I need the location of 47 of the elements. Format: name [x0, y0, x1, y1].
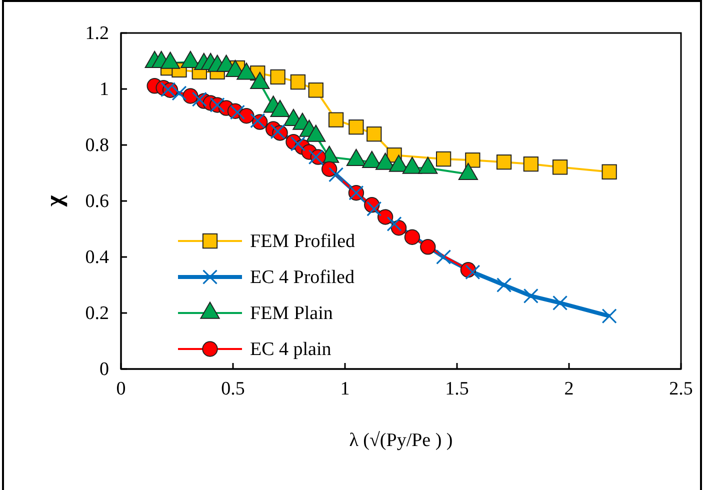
point	[465, 264, 480, 280]
point	[552, 160, 568, 175]
point	[321, 161, 338, 177]
y-tick-label: 0.8	[85, 135, 109, 156]
x-tick-label: 2	[564, 378, 574, 400]
point	[602, 164, 617, 180]
legend-label: EC 4 Profiled	[250, 267, 355, 288]
point	[420, 239, 436, 255]
x-tick-label: 2.5	[669, 378, 693, 400]
point	[192, 92, 207, 107]
point	[290, 136, 306, 152]
point	[496, 277, 512, 293]
y-axis-title: χ	[42, 194, 68, 208]
point	[270, 69, 286, 85]
point	[377, 209, 394, 225]
point	[348, 120, 364, 135]
point	[496, 154, 512, 170]
y-tick-label: 0	[100, 359, 109, 380]
point	[523, 156, 538, 172]
y-tick-label: 0.2	[85, 303, 109, 324]
point	[366, 126, 382, 142]
y-tick-label: 1.2	[85, 23, 109, 44]
x-tick-label: 1	[340, 378, 350, 400]
point	[290, 74, 306, 90]
point	[465, 152, 480, 168]
point	[328, 167, 344, 182]
x-tick-label: 0	[116, 378, 126, 400]
point	[602, 308, 617, 324]
point	[366, 201, 382, 216]
y-tick-label: 0.6	[85, 191, 109, 212]
point	[436, 249, 452, 265]
x-axis-title: λ (√(Py/Pe ) )	[349, 430, 453, 451]
legend-label: FEM Plain	[250, 303, 334, 324]
point	[308, 82, 324, 98]
point	[552, 295, 568, 310]
x-tick-label: 0.5	[221, 378, 245, 400]
point	[172, 86, 187, 101]
y-tick-label: 0.4	[85, 247, 110, 268]
point	[404, 229, 420, 245]
x-tick-label: 1.5	[445, 378, 469, 400]
point	[523, 288, 538, 304]
y-tick-label: 1	[100, 79, 109, 100]
point	[436, 151, 452, 167]
legend-label: FEM Profiled	[250, 231, 356, 252]
point	[386, 216, 402, 232]
point	[328, 112, 344, 128]
legend-label: EC 4 plain	[250, 339, 332, 360]
